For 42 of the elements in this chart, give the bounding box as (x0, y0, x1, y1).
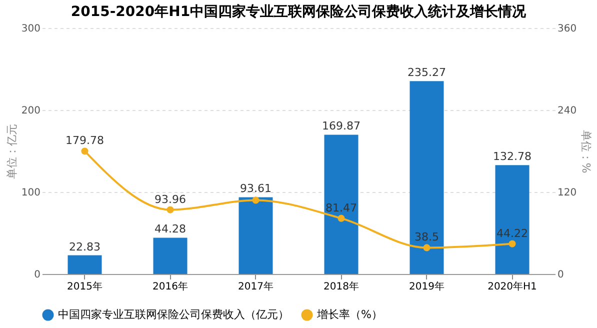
data-label: 93.96 (154, 192, 186, 206)
x-tick-label: 2020年H1 (488, 280, 537, 292)
y2-tick-label: 0 (558, 270, 564, 280)
data-label: 38.5 (414, 230, 439, 244)
y-tick-label: 100 (21, 188, 40, 198)
point (508, 240, 516, 248)
y-tick-label: 300 (21, 24, 40, 34)
point (338, 214, 345, 222)
bar (495, 165, 530, 274)
y2-tick-label: 360 (558, 24, 577, 34)
x-tick-label: 2019年 (409, 280, 444, 292)
bar (68, 255, 102, 274)
chart-title: 2015-2020年H1中国四家专业互联网保险公司保费收入统计及增长情况 (70, 3, 528, 20)
y-tick-label: 0 (34, 270, 40, 280)
data-label: 179.78 (66, 134, 104, 148)
x-tick-label: 2016年 (152, 280, 188, 292)
data-label: 44.28 (154, 222, 186, 236)
y-axis-title: 单位：亿元 (5, 124, 18, 179)
y-tick-label: 200 (21, 106, 40, 116)
legend-label: 中国四家专业互联网保险公司保费收入（亿元） (58, 308, 289, 321)
y2-tick-label: 240 (558, 106, 577, 116)
y2-axis-title: 单位：% (580, 130, 593, 174)
bar (410, 81, 444, 274)
data-label: 132.78 (493, 150, 532, 164)
x-tick-label: 2018年 (324, 280, 359, 292)
data-label: 44.22 (496, 226, 528, 240)
bar (324, 134, 358, 274)
legend-label: 增长率（%） (316, 308, 382, 321)
bar (238, 197, 273, 274)
point (423, 244, 430, 252)
data-label: 235.27 (408, 66, 446, 80)
data-label: 93.61 (240, 182, 272, 196)
data-label: 22.83 (69, 240, 100, 254)
data-label: 81.47 (326, 201, 357, 214)
data-label: 169.87 (322, 120, 360, 133)
y2-tick-label: 120 (558, 188, 577, 198)
x-tick-label: 2015年 (67, 280, 102, 292)
point (166, 206, 174, 214)
point (252, 196, 260, 204)
point (81, 148, 88, 155)
x-tick-label: 2017年 (238, 280, 274, 292)
bar (153, 238, 188, 274)
